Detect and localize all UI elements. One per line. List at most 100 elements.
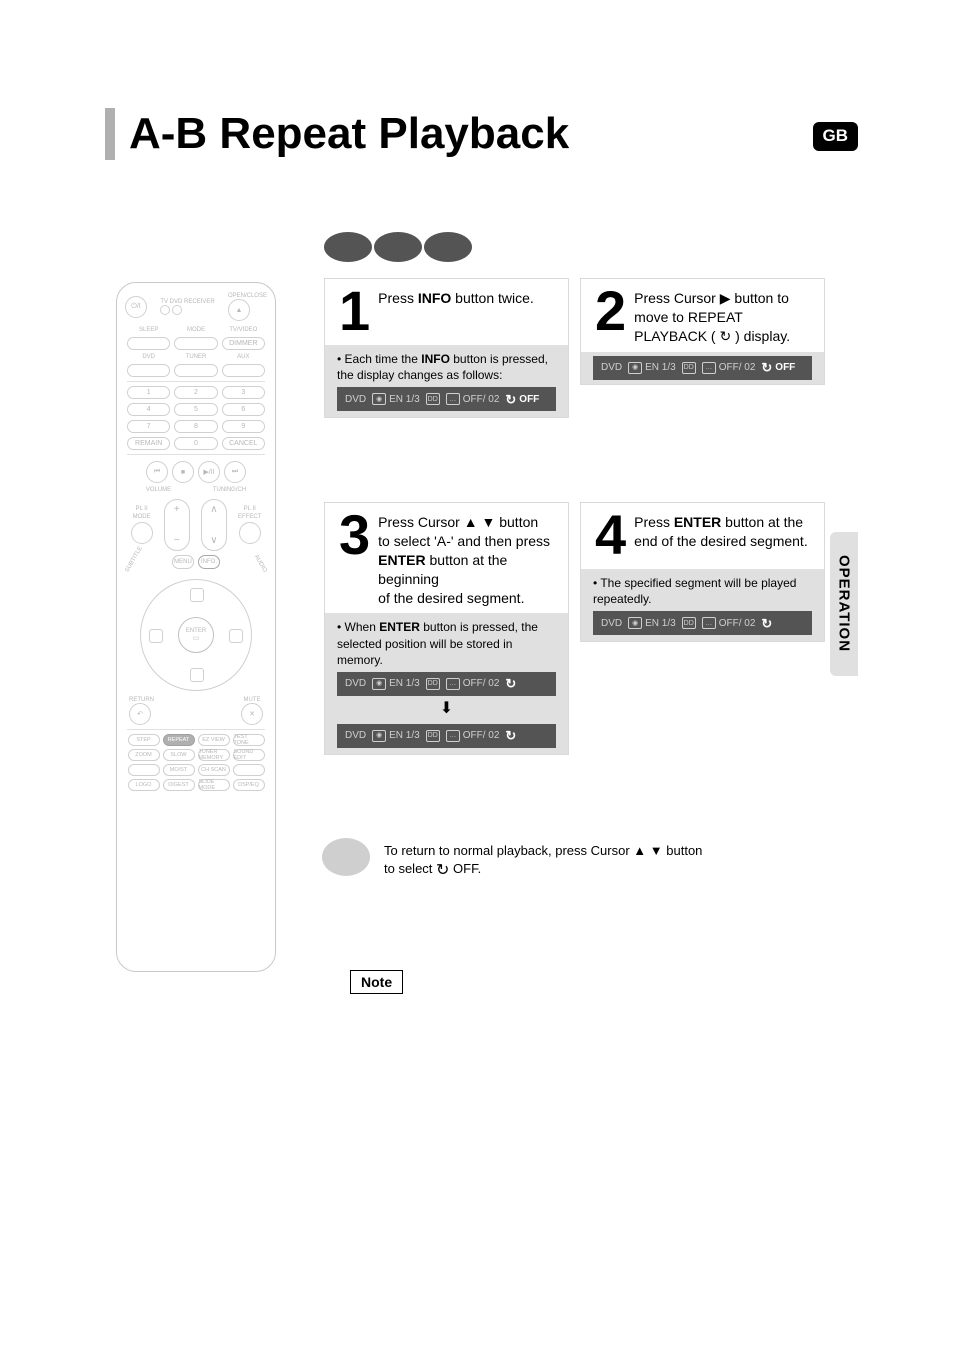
sleep-label: SLEEP (125, 327, 172, 333)
step-4-enter: ENTER (674, 514, 721, 530)
osd-disc-2: DVD (601, 361, 622, 375)
num-9: 9 (222, 420, 265, 433)
mute-button: ✕ (241, 703, 263, 725)
page-title-bar: A-B Repeat Playback (105, 108, 569, 160)
osd-audio-2: EN 1/3 (645, 361, 676, 375)
step-1-info-word-2: INFO (421, 352, 450, 366)
osd-disc-3b: DVD (345, 729, 366, 743)
zoom-button: ZOOM (128, 749, 160, 761)
title-accent (105, 108, 115, 160)
prev-icon: ⏮ (146, 461, 168, 483)
step-3-number: 3 (339, 507, 370, 563)
cursor-up-glyph-2 (633, 842, 646, 860)
step-4-box: 4 Press ENTER button at the end of the d… (580, 502, 825, 642)
plii-mode-button (131, 522, 153, 544)
section-side-tab: OPERATION (830, 532, 858, 676)
cursor-up-glyph (464, 513, 478, 532)
step-2-text-d: PLAYBACK ( (634, 328, 719, 344)
testtone-button: TEST TONE (233, 734, 265, 746)
volume-label: VOLUME (146, 487, 171, 493)
lower-text-d: OFF. (449, 861, 481, 876)
page-title: A-B Repeat Playback (129, 109, 569, 159)
audio-icon: ◉ (372, 393, 386, 405)
cursor-down-glyph-2 (650, 842, 663, 860)
cursor-pad: ENTER▭ (140, 579, 252, 691)
osd-audio-3b: EN 1/3 (389, 729, 420, 743)
step-4-text-a: Press (634, 514, 674, 530)
next-icon: ⏭ (224, 461, 246, 483)
disc-oval-3 (424, 232, 472, 262)
remote-illustration: ⏻/I TV DVD RECEIVER OPEN/CLOSE ▲ SLEEP M… (116, 282, 276, 972)
step-1-osd: DVD ◉EN 1/3 DD …OFF/ 02 ↻OFF (337, 387, 556, 411)
logo-button: LOGO (128, 779, 160, 791)
dspeq-button: DSP/EQ (233, 779, 265, 791)
num-7: 7 (127, 420, 170, 433)
cursor-down-glyph (481, 513, 495, 532)
step-3-instruction: Press Cursor button to select 'A-' and t… (378, 507, 554, 607)
cancel-button: CANCEL (222, 437, 265, 450)
step-2-text-b: button to (731, 290, 789, 306)
mode-sublabel: MODE (133, 514, 151, 520)
sub-icon-2: … (702, 362, 716, 374)
arrow-down-icon: ⬇ (337, 698, 556, 720)
tvvideo-label: TV/VIDEO (220, 327, 267, 333)
lower-text-b: button (663, 843, 703, 858)
menu-button: MENU (172, 555, 194, 569)
dolby-icon-3a: DD (426, 678, 440, 690)
cursor-right (229, 629, 243, 643)
osd-disc-3a: DVD (345, 677, 366, 691)
step-3-description: • When ENTER button is pressed, the sele… (325, 613, 568, 753)
tuner-button (174, 364, 217, 377)
stop-icon: ■ (172, 461, 194, 483)
step-3-text-a: Press Cursor (378, 514, 464, 530)
power-icon: ⏻/I (125, 296, 147, 318)
repeat-button: REPEAT (163, 734, 195, 746)
num-2: 2 (174, 386, 217, 399)
play-pause-icon: ▶/II (198, 461, 220, 483)
info-button: INFO. (198, 555, 220, 569)
section-side-tab-label: OPERATION (836, 555, 853, 652)
audio-icon-3b: ◉ (372, 730, 386, 742)
chscan-button: CH SCAN (198, 764, 230, 776)
step-1-number: 1 (339, 283, 370, 339)
step-4-osd: DVD ◉EN 1/3 DD …OFF/ 02 ↻ (593, 611, 812, 635)
sleep-button (127, 337, 170, 350)
step-3-enter-2: ENTER (379, 620, 420, 634)
osd-disc-4: DVD (601, 617, 622, 631)
mute-label: MUTE (241, 697, 263, 703)
step-2-text-a: Press Cursor (634, 290, 720, 306)
ezview-button: EZ VIEW (198, 734, 230, 746)
audio-icon-2: ◉ (628, 362, 642, 374)
step-4-instruction: Press ENTER button at the end of the des… (634, 507, 808, 551)
num-1: 1 (127, 386, 170, 399)
step-2-instruction: Press Cursor button to move to REPEAT PL… (634, 283, 790, 346)
soundedit-button: SOUND EDIT (233, 749, 265, 761)
remote-bottom-grid: STEP REPEAT EZ VIEW TEST TONE ZOOM SLOW … (125, 734, 267, 791)
cursor-down (190, 668, 204, 682)
most-button: MO/ST (163, 764, 195, 776)
volume-rocker: +− (164, 499, 190, 551)
audio-icon-3a: ◉ (372, 678, 386, 690)
digest-button: DIGEST (163, 779, 195, 791)
step-4-text-b: button at the (721, 514, 803, 530)
step-2-description: DVD ◉EN 1/3 DD …OFF/ 02 ↻OFF (581, 352, 824, 384)
cursor-left (149, 629, 163, 643)
enter-button: ENTER▭ (178, 617, 214, 653)
note-label-box: Note (350, 970, 403, 994)
osd-audio-4: EN 1/3 (645, 617, 676, 631)
plii-effect-label: PL II (244, 506, 256, 512)
num-4: 4 (127, 403, 170, 416)
repeat-glyph-inline: ↻ (719, 328, 731, 344)
step-2-text-e: ) display. (731, 328, 790, 344)
disc-oval-1 (324, 232, 372, 262)
disc-type-ovals (324, 232, 472, 262)
tv-dvd-label: TV DVD RECEIVER (160, 299, 214, 305)
repeat-icon-2: ↻ (761, 359, 772, 377)
step-1-info-word: INFO (418, 290, 451, 306)
tuning-label: TUNING/CH (213, 487, 246, 493)
step-1-box: 1 Press INFO button twice. • Each time t… (324, 278, 569, 418)
step-4-description: • The specified segment will be played r… (581, 569, 824, 641)
disc-oval-2 (374, 232, 422, 262)
repeat-icon-4: ↻ (761, 615, 772, 633)
step-3-osd-a: DVD ◉EN 1/3 DD …OFF/ 02 ↻ (337, 672, 556, 696)
